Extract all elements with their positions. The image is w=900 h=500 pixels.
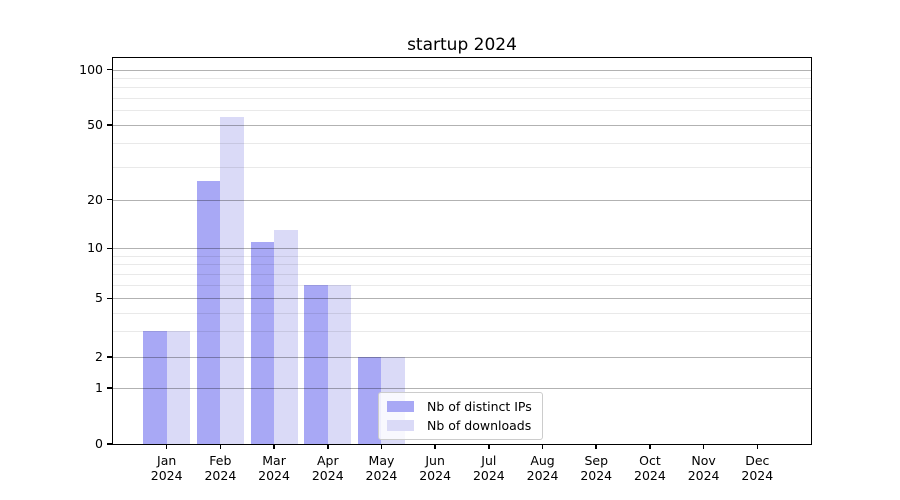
x-tick-mark-nov [702, 444, 705, 449]
legend-row-ips: Nb of distinct IPs [387, 399, 532, 414]
gridline-minor-4 [113, 312, 811, 314]
x-tick-label-apr: Apr 2024 [311, 453, 344, 483]
y-tick-label-20: 20 [87, 191, 103, 207]
y-tick-label-100: 100 [79, 61, 103, 77]
x-tick-mark-may [380, 444, 383, 449]
grid-layer [113, 58, 811, 444]
gridline-minor-40 [113, 143, 811, 145]
x-tick-mark-feb [219, 444, 222, 449]
x-tick-mark-oct [649, 444, 651, 449]
legend-label-downloads: Nb of downloads [427, 418, 532, 433]
gridline-minor-8 [113, 264, 811, 266]
y-tick-label-1: 1 [95, 380, 103, 395]
gridline-minor-7 [113, 274, 811, 276]
gridline-minor-80 [113, 87, 811, 89]
legend-swatch-distinct-ips [387, 401, 414, 412]
bar-distinct-ips-mar [250, 241, 275, 444]
bars-layer [113, 58, 811, 444]
x-tick-mark-jun [434, 444, 436, 449]
bar-downloads-feb [220, 117, 244, 444]
x-tick-label-mar: Mar 2024 [258, 453, 290, 483]
bar-distinct-ips-apr [304, 285, 328, 444]
gridline-minor-6 [113, 285, 811, 287]
gridline-major-5 [113, 298, 811, 300]
bar-distinct-ips-feb [196, 181, 221, 444]
gridline-major-1 [113, 388, 811, 389]
y-tick-mark-50 [107, 124, 112, 126]
legend-swatch-downloads [387, 420, 414, 431]
y-tick-mark-20 [107, 198, 112, 201]
bar-distinct-ips-may [357, 357, 382, 444]
y-tick-mark-0 [107, 443, 112, 445]
y-tick-label-2: 2 [95, 349, 103, 364]
bar-downloads-jan [166, 331, 191, 444]
x-tick-label-may: May 2024 [365, 453, 398, 483]
x-tick-mark-jul [488, 444, 490, 449]
y-tick-mark-100 [107, 68, 112, 71]
x-tick-label-aug: Aug 2024 [526, 453, 559, 483]
x-tick-mark-dec [756, 444, 759, 449]
gridline-minor-70 [113, 98, 811, 100]
gridline-major-50 [113, 125, 811, 126]
gridline-major-20 [113, 199, 811, 201]
y-tick-label-10: 10 [87, 240, 103, 256]
legend-row-downloads: Nb of downloads [387, 418, 532, 433]
x-tick-mark-jan [165, 444, 168, 449]
x-tick-label-jun: Jun 2024 [419, 453, 452, 483]
gridline-major-2 [113, 357, 811, 358]
y-tick-label-50: 50 [87, 117, 103, 132]
gridline-minor-90 [113, 77, 811, 79]
x-tick-label-dec: Dec 2024 [741, 453, 774, 483]
x-tick-label-nov: Nov 2024 [687, 453, 720, 483]
gridline-major-10 [113, 248, 811, 250]
y-tick-label-0: 0 [95, 436, 103, 451]
gridline-minor-3 [113, 331, 811, 333]
x-tick-mark-mar [273, 444, 275, 449]
x-tick-label-sep: Sep 2024 [580, 453, 613, 483]
chart-title: startup 2024 [407, 35, 517, 55]
x-tick-label-jan: Jan 2024 [150, 453, 183, 483]
x-tick-mark-aug [541, 444, 544, 449]
x-tick-label-jul: Jul 2024 [472, 453, 505, 483]
bar-downloads-mar [274, 229, 298, 444]
gridline-minor-60 [113, 110, 811, 112]
gridline-minor-9 [113, 255, 811, 257]
x-tick-mark-apr [326, 444, 329, 449]
y-tick-mark-1 [107, 387, 112, 389]
x-tick-mark-sep [595, 444, 598, 449]
y-tick-mark-10 [107, 247, 112, 250]
bar-downloads-apr [327, 285, 352, 444]
legend: Nb of distinct IPs Nb of downloads [378, 392, 543, 440]
plot-area [112, 57, 812, 445]
gridline-major-100 [113, 69, 811, 71]
legend-label-distinct-ips: Nb of distinct IPs [427, 399, 532, 414]
bar-distinct-ips-jan [143, 331, 167, 444]
x-tick-label-oct: Oct 2024 [634, 453, 666, 483]
y-tick-label-5: 5 [95, 290, 103, 306]
y-tick-mark-5 [107, 297, 112, 300]
x-tick-label-feb: Feb 2024 [204, 453, 237, 483]
gridline-minor-30 [113, 166, 811, 168]
y-tick-mark-2 [107, 356, 112, 358]
